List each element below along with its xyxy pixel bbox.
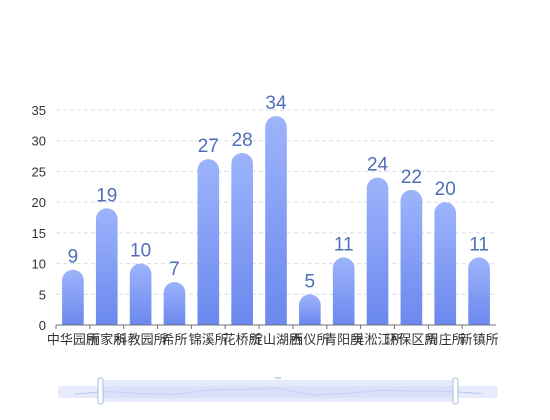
bar xyxy=(400,189,423,325)
x-tick-label: 花桥所 xyxy=(223,332,262,348)
bar xyxy=(197,159,220,325)
y-tick-label: 10 xyxy=(32,257,46,272)
x-tick-label: 中华园所 xyxy=(47,333,99,348)
bar-value-label: 10 xyxy=(130,241,151,262)
zoom-handle-right[interactable] xyxy=(452,377,459,405)
bar-value-label: 34 xyxy=(265,93,287,114)
bar xyxy=(468,257,490,325)
y-tick-label: 15 xyxy=(32,226,46,241)
bar xyxy=(231,152,253,325)
x-tick-label: 淀山湖所 xyxy=(250,333,302,348)
bar xyxy=(129,263,152,325)
y-tick-label: 20 xyxy=(32,195,46,210)
y-tick-label: 30 xyxy=(32,134,46,149)
bar-value-label: 22 xyxy=(401,167,422,188)
bar-value-label: 27 xyxy=(198,136,219,157)
bar xyxy=(95,208,118,325)
bar-value-label: 19 xyxy=(96,185,117,206)
y-tick-label: 25 xyxy=(32,164,46,179)
zoom-handle-left[interactable] xyxy=(97,377,104,405)
x-tick-label: 丽家所 xyxy=(87,332,126,348)
bar xyxy=(62,269,84,325)
y-tick-label: 5 xyxy=(39,287,46,302)
bar-value-label: 7 xyxy=(169,259,180,280)
x-tick-label: 环保区所 xyxy=(385,333,437,348)
x-tick-label: 希所 xyxy=(161,333,187,348)
bar xyxy=(265,116,287,325)
bar xyxy=(434,202,457,325)
x-tick-label: 科教园所 xyxy=(115,332,167,348)
data-zoom-slider[interactable] xyxy=(58,377,498,405)
bar-value-label: 28 xyxy=(232,130,253,151)
bar-value-label: 9 xyxy=(68,247,79,268)
x-tick-label: 吴淞江所 xyxy=(352,333,404,348)
x-tick-label: 青阳所 xyxy=(324,333,363,348)
y-axis: 0 5 10 15 20 25 30 35 xyxy=(32,103,46,333)
bar-value-label: 24 xyxy=(367,155,389,176)
bar xyxy=(332,257,355,325)
y-tick-label: 35 xyxy=(32,103,46,118)
x-tick-label: 周庄所 xyxy=(426,332,465,348)
data-labels-layer: 9 19 10 7 27 28 34 5 11 24 22 20 11 xyxy=(68,93,489,292)
bar xyxy=(299,294,321,325)
bar xyxy=(163,282,186,325)
bars-layer xyxy=(62,116,490,325)
y-tick-label: 0 xyxy=(39,318,46,333)
bar xyxy=(366,177,389,325)
zoom-window[interactable] xyxy=(100,380,456,402)
x-tick-label: 西仪所 xyxy=(290,333,329,348)
bar-value-label: 11 xyxy=(334,234,354,255)
zoom-move-handle xyxy=(275,377,281,379)
x-tick-label: 锦溪所 xyxy=(189,333,228,348)
bar-value-label: 11 xyxy=(469,234,489,255)
x-tick-label: 新镇所 xyxy=(460,332,499,348)
bar-value-label: 20 xyxy=(435,179,456,200)
bar-value-label: 5 xyxy=(305,271,316,292)
